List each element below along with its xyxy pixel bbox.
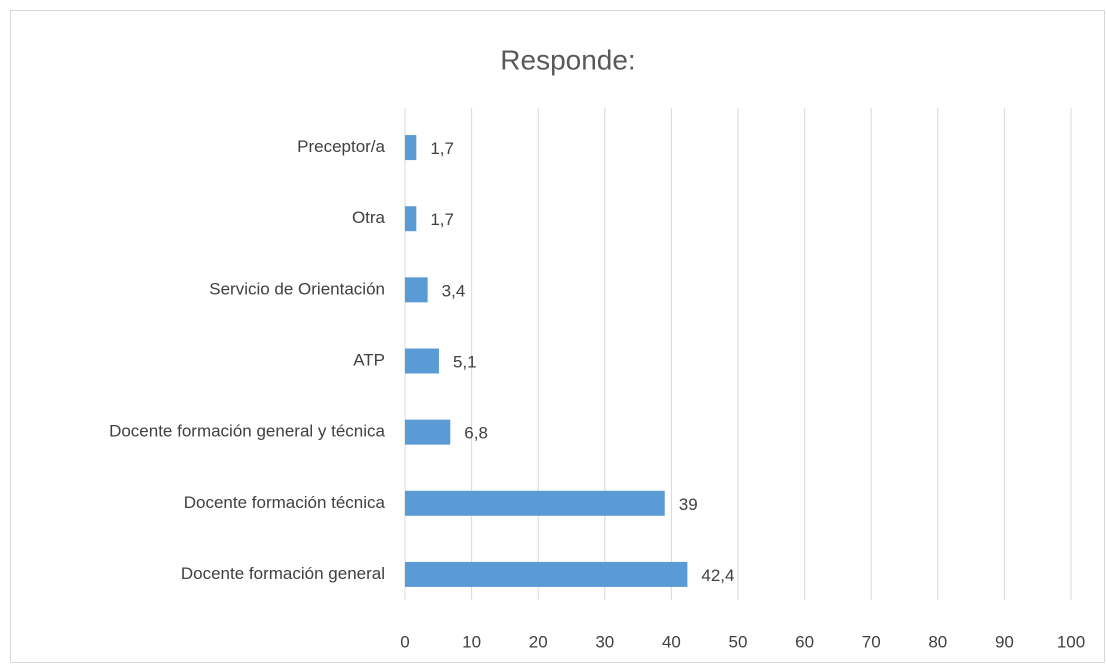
bar — [405, 419, 451, 445]
x-tick-label: 100 — [1057, 632, 1085, 651]
x-tick-label: 50 — [729, 632, 748, 651]
x-tick-label: 90 — [995, 632, 1014, 651]
data-label: 6,8 — [464, 424, 488, 443]
bar — [405, 348, 439, 374]
x-tick-label: 20 — [529, 632, 548, 651]
chart-title: Responde: — [500, 44, 635, 75]
y-tick-label: Servicio de Orientación — [209, 279, 385, 298]
bar — [405, 561, 688, 587]
data-label: 1,7 — [430, 210, 454, 229]
y-tick-label: Docente formación general — [181, 564, 385, 583]
y-tick-label: ATP — [353, 350, 385, 369]
y-tick-label: Docente formación general y técnica — [109, 422, 385, 441]
data-label: 3,4 — [442, 281, 466, 300]
x-tick-label: 10 — [462, 632, 481, 651]
y-tick-label: Docente formación técnica — [184, 493, 386, 512]
bar — [405, 490, 665, 516]
x-tick-label: 60 — [795, 632, 814, 651]
bar — [405, 206, 417, 232]
x-tick-label: 40 — [662, 632, 681, 651]
x-tick-label: 70 — [862, 632, 881, 651]
x-tick-label: 80 — [928, 632, 947, 651]
x-tick-label: 30 — [595, 632, 614, 651]
data-label: 42,4 — [701, 566, 734, 585]
y-tick-label: Preceptor/a — [297, 137, 385, 156]
bar — [405, 277, 428, 303]
data-label: 1,7 — [430, 139, 454, 158]
x-tick-label: 0 — [400, 632, 409, 651]
data-label: 39 — [679, 495, 698, 514]
y-tick-label: Otra — [352, 208, 386, 227]
bar — [405, 135, 417, 161]
chart-border — [10, 10, 1105, 663]
data-label: 5,1 — [453, 352, 477, 371]
